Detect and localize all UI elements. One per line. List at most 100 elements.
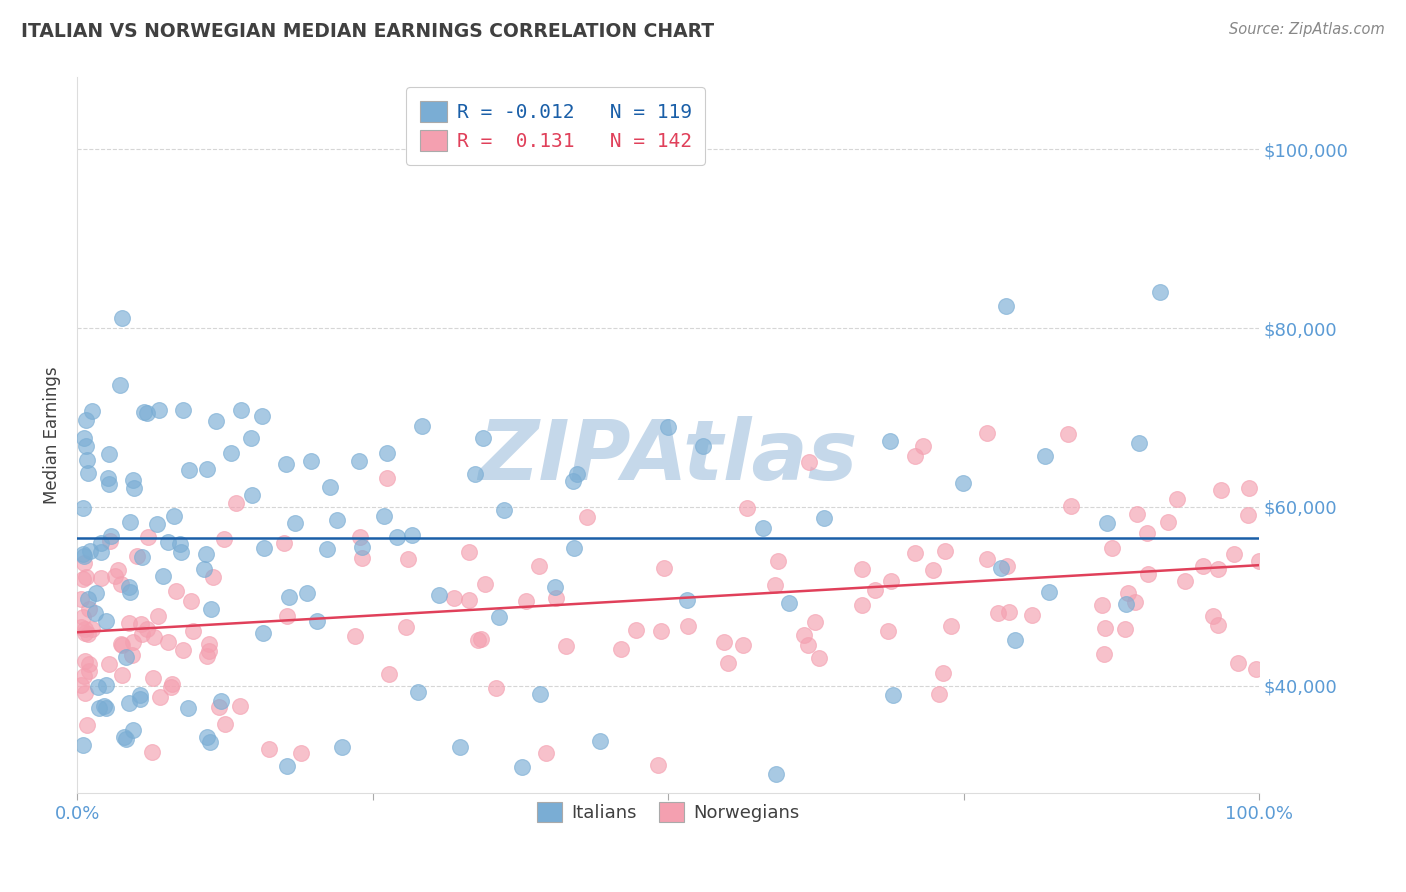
- Point: [198, 735, 221, 749]
- Point: [305, 615, 328, 629]
- Point: [647, 758, 669, 772]
- Point: [1101, 541, 1123, 556]
- Point: [458, 545, 481, 559]
- Point: [562, 541, 585, 555]
- Point: [994, 299, 1017, 313]
- Point: [72, 610, 94, 624]
- Point: [449, 739, 471, 754]
- Point: [904, 449, 927, 463]
- Point: [1166, 492, 1188, 507]
- Point: [1004, 632, 1026, 647]
- Text: ITALIAN VS NORWEGIAN MEDIAN EARNINGS CORRELATION CHART: ITALIAN VS NORWEGIAN MEDIAN EARNINGS COR…: [21, 22, 714, 41]
- Point: [107, 563, 129, 577]
- Point: [1206, 617, 1229, 632]
- Point: [110, 637, 132, 651]
- Point: [713, 635, 735, 649]
- Point: [378, 667, 401, 681]
- Point: [1115, 597, 1137, 611]
- Point: [75, 412, 97, 426]
- Point: [939, 619, 962, 633]
- Point: [735, 501, 758, 516]
- Point: [851, 598, 873, 612]
- Point: [118, 585, 141, 599]
- Point: [79, 544, 101, 558]
- Point: [276, 457, 298, 471]
- Point: [97, 476, 120, 491]
- Point: [692, 439, 714, 453]
- Point: [515, 594, 537, 608]
- Point: [200, 602, 222, 616]
- Point: [240, 488, 263, 502]
- Point: [485, 681, 508, 696]
- Point: [976, 426, 998, 441]
- Point: [104, 569, 127, 583]
- Point: [1174, 574, 1197, 588]
- Point: [135, 406, 157, 420]
- Point: [879, 434, 901, 448]
- Point: [97, 447, 120, 461]
- Point: [406, 685, 429, 699]
- Point: [1223, 547, 1246, 561]
- Point: [83, 607, 105, 621]
- Point: [752, 521, 775, 535]
- Point: [70, 678, 93, 692]
- Point: [277, 590, 299, 604]
- Point: [90, 545, 112, 559]
- Point: [472, 431, 495, 445]
- Point: [588, 733, 610, 747]
- Point: [797, 455, 820, 469]
- Point: [204, 414, 226, 428]
- Point: [152, 568, 174, 582]
- Point: [534, 746, 557, 760]
- Point: [474, 577, 496, 591]
- Point: [813, 511, 835, 525]
- Point: [172, 402, 194, 417]
- Point: [1237, 482, 1260, 496]
- Point: [195, 547, 218, 561]
- Point: [882, 688, 904, 702]
- Point: [385, 530, 408, 544]
- Point: [1123, 595, 1146, 609]
- Text: ZIPAtlas: ZIPAtlas: [478, 417, 858, 498]
- Point: [240, 432, 263, 446]
- Point: [146, 609, 169, 624]
- Point: [1033, 450, 1056, 464]
- Point: [229, 699, 252, 714]
- Point: [160, 677, 183, 691]
- Point: [98, 533, 121, 548]
- Point: [295, 586, 318, 600]
- Point: [195, 648, 218, 663]
- Point: [100, 529, 122, 543]
- Point: [143, 630, 166, 644]
- Point: [136, 622, 159, 636]
- Point: [464, 467, 486, 481]
- Point: [488, 609, 510, 624]
- Point: [529, 688, 551, 702]
- Point: [90, 536, 112, 550]
- Point: [904, 546, 927, 560]
- Point: [1126, 507, 1149, 521]
- Point: [208, 699, 231, 714]
- Point: [75, 626, 97, 640]
- Point: [808, 650, 831, 665]
- Point: [717, 656, 740, 670]
- Point: [72, 501, 94, 516]
- Point: [76, 718, 98, 732]
- Point: [73, 549, 96, 564]
- Point: [851, 562, 873, 576]
- Point: [375, 446, 398, 460]
- Point: [995, 559, 1018, 574]
- Point: [110, 576, 132, 591]
- Point: [492, 503, 515, 517]
- Point: [125, 549, 148, 564]
- Point: [1092, 647, 1115, 661]
- Point: [610, 642, 633, 657]
- Point: [576, 509, 599, 524]
- Point: [763, 578, 786, 592]
- Point: [73, 556, 96, 570]
- Point: [77, 665, 100, 679]
- Point: [375, 471, 398, 485]
- Point: [1060, 500, 1083, 514]
- Point: [990, 560, 1012, 574]
- Point: [180, 594, 202, 608]
